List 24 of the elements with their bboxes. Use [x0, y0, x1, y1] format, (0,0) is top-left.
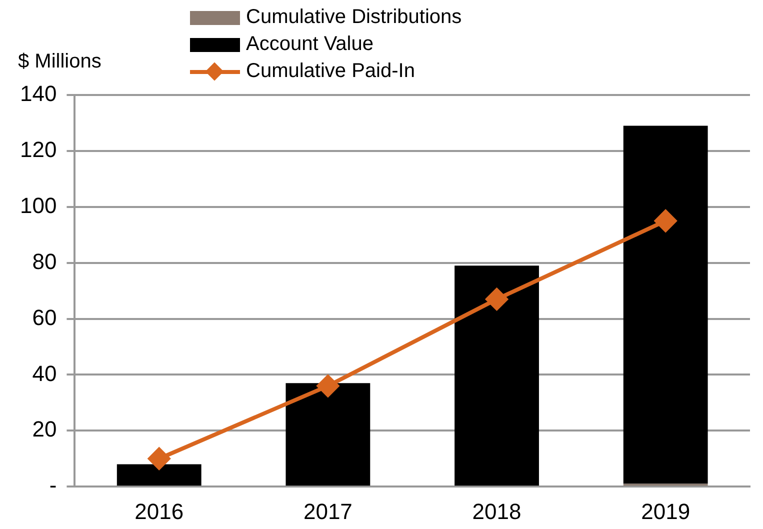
- y-tick-label: 20: [32, 416, 57, 442]
- legend-label: Account Value: [246, 32, 374, 57]
- y-tick-label: 100: [20, 192, 57, 218]
- y-tick-label: 40: [32, 360, 57, 386]
- bar: [623, 126, 708, 484]
- point: [316, 374, 339, 397]
- x-tick-label: 2018: [472, 498, 522, 524]
- bar: [286, 383, 370, 486]
- y-tick-label: 60: [32, 304, 57, 330]
- y-tick-label: 140: [20, 81, 57, 106]
- x-tick-label: 2017: [303, 498, 352, 524]
- legend-label: Cumulative Paid-In: [246, 59, 415, 84]
- y-axis-title: $ Millions: [18, 50, 102, 73]
- y-tick-label: 80: [32, 248, 57, 274]
- x-tick-label: 2016: [134, 498, 184, 524]
- y-tick-label: -: [49, 472, 57, 498]
- bar: [116, 464, 202, 486]
- legend-label: Cumulative Distributions: [246, 5, 462, 30]
- bar: [454, 266, 539, 486]
- y-tick-label: 120: [20, 137, 57, 162]
- point: [654, 210, 677, 232]
- x-tick-label: 2019: [641, 498, 690, 524]
- point: [148, 448, 170, 470]
- point: [486, 288, 508, 310]
